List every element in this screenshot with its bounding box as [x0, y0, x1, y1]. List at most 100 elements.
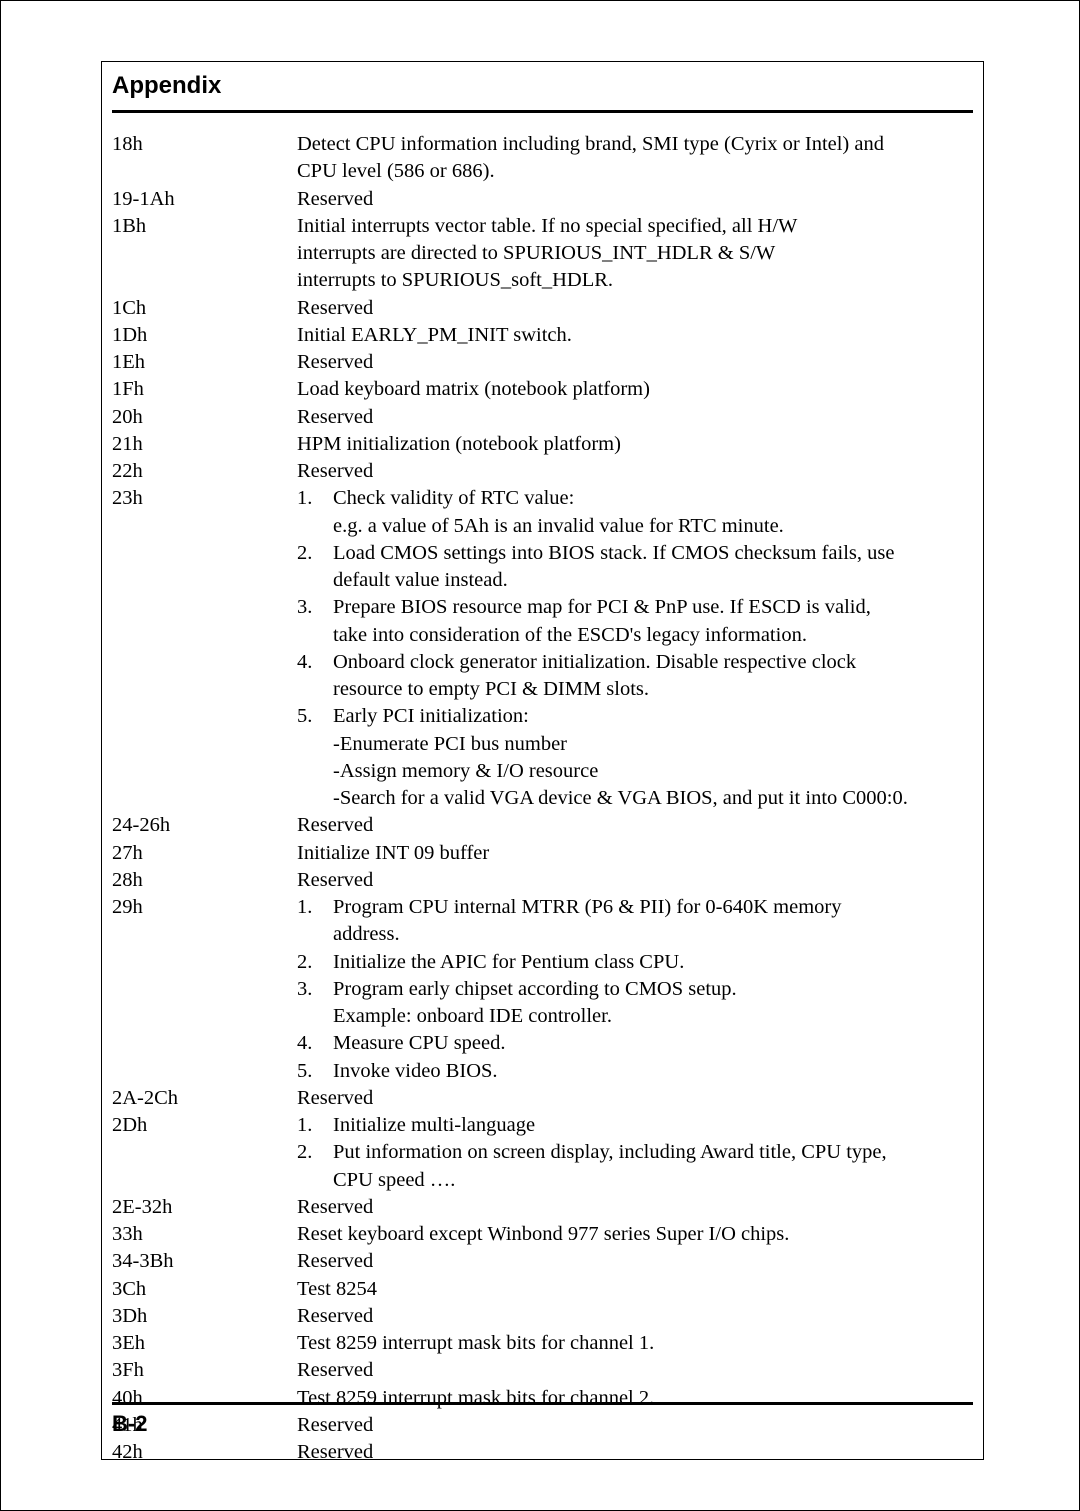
code-cell: 19-1Ah [112, 186, 297, 213]
desc-cell: 3.Program early chipset according to CMO… [297, 976, 958, 1003]
table-row: 1FhLoad keyboard matrix (notebook platfo… [112, 376, 958, 403]
header-rule [112, 110, 973, 113]
code-cell: 1Ch [112, 295, 297, 322]
item-number: 3. [297, 594, 333, 621]
page-title: Appendix [102, 72, 983, 110]
numbered-item: 3.Prepare BIOS resource map for PCI & Pn… [297, 594, 958, 621]
item-text-continuation: -Assign memory & I/O resource [297, 758, 958, 785]
table-row: 2A-2ChReserved [112, 1085, 958, 1112]
table-row: 21hHPM initialization (notebook platform… [112, 431, 958, 458]
code-cell: 3Fh [112, 1357, 297, 1384]
item-text-continuation: resource to empty PCI & DIMM slots. [297, 676, 958, 703]
item-text-continuation: CPU speed …. [297, 1167, 958, 1194]
table-row: default value instead. [112, 567, 958, 594]
desc-cell: Initialize INT 09 buffer [297, 840, 958, 867]
table-row: 27hInitialize INT 09 buffer [112, 840, 958, 867]
table-row: 18hDetect CPU information including bran… [112, 131, 958, 158]
code-cell: 1Fh [112, 376, 297, 403]
item-text-continuation: -Search for a valid VGA device & VGA BIO… [297, 785, 958, 812]
numbered-item: 2.Load CMOS settings into BIOS stack. If… [297, 540, 958, 567]
table-row: 5.Invoke video BIOS. [112, 1058, 958, 1085]
code-cell: 28h [112, 867, 297, 894]
desc-cell: Reserved [297, 295, 958, 322]
table-row: CPU speed …. [112, 1167, 958, 1194]
item-number: 2. [297, 540, 333, 567]
table-row: 1ChReserved [112, 295, 958, 322]
table-row: -Assign memory & I/O resource [112, 758, 958, 785]
table-row: 4.Measure CPU speed. [112, 1030, 958, 1057]
item-text: Prepare BIOS resource map for PCI & PnP … [333, 594, 958, 621]
item-text: Invoke video BIOS. [333, 1058, 958, 1085]
table-row: -Enumerate PCI bus number [112, 731, 958, 758]
item-number: 4. [297, 649, 333, 676]
desc-cell: 1.Check validity of RTC value: [297, 485, 958, 512]
desc-cell: 1.Initialize multi-language [297, 1112, 958, 1139]
table-row: 3EhTest 8259 interrupt mask bits for cha… [112, 1330, 958, 1357]
desc-cell: Reserved [297, 1085, 958, 1112]
table-row: 3.Prepare BIOS resource map for PCI & Pn… [112, 594, 958, 621]
desc-cell: Reserved [297, 349, 958, 376]
desc-cell: Initial interrupts vector table. If no s… [297, 213, 958, 240]
table-row: 20hReserved [112, 404, 958, 431]
item-text: Program early chipset according to CMOS … [333, 976, 958, 1003]
code-cell: 18h [112, 131, 297, 158]
desc-cell: Reserved [297, 1357, 958, 1384]
desc-cell: Test 8254 [297, 1276, 958, 1303]
table-row: 3DhReserved [112, 1303, 958, 1330]
item-number: 5. [297, 1058, 333, 1085]
numbered-item: 3.Program early chipset according to CMO… [297, 976, 958, 1003]
desc-cell: 4.Measure CPU speed. [297, 1030, 958, 1057]
item-text: Early PCI initialization: [333, 703, 958, 730]
table-row: 2.Initialize the APIC for Pentium class … [112, 949, 958, 976]
code-cell: 29h [112, 894, 297, 921]
numbered-item: 2.Put information on screen display, inc… [297, 1139, 958, 1166]
item-text-continuation: -Enumerate PCI bus number [297, 731, 958, 758]
desc-cell: Reserved [297, 458, 958, 485]
desc-cell: default value instead. [297, 567, 958, 594]
table-row: 24-26hReserved [112, 812, 958, 839]
desc-cell: Reserved [297, 1248, 958, 1275]
item-text-continuation: address. [297, 921, 958, 948]
desc-cell: HPM initialization (notebook platform) [297, 431, 958, 458]
item-text: Put information on screen display, inclu… [333, 1139, 958, 1166]
item-text-continuation: e.g. a value of 5Ah is an invalid value … [297, 513, 958, 540]
table-row: 33hReset keyboard except Winbond 977 ser… [112, 1221, 958, 1248]
desc-cell: 5.Invoke video BIOS. [297, 1058, 958, 1085]
table-row: CPU level (586 or 686). [112, 158, 958, 185]
table-row: 3ChTest 8254 [112, 1276, 958, 1303]
item-text: Measure CPU speed. [333, 1030, 958, 1057]
table-row: e.g. a value of 5Ah is an invalid value … [112, 513, 958, 540]
desc-cell: 2.Load CMOS settings into BIOS stack. If… [297, 540, 958, 567]
numbered-item: 1.Program CPU internal MTRR (P6 & PII) f… [297, 894, 958, 921]
table-row: 1EhReserved [112, 349, 958, 376]
desc-cell: Reserved [297, 812, 958, 839]
table-row: 3FhReserved [112, 1357, 958, 1384]
code-cell: 3Ch [112, 1276, 297, 1303]
desc-cell: -Search for a valid VGA device & VGA BIO… [297, 785, 958, 812]
code-cell: 27h [112, 840, 297, 867]
item-text: Check validity of RTC value: [333, 485, 958, 512]
desc-cell: 2.Initialize the APIC for Pentium class … [297, 949, 958, 976]
desc-cell: interrupts are directed to SPURIOUS_INT_… [297, 240, 958, 267]
desc-cell: interrupts to SPURIOUS_soft_HDLR. [297, 267, 958, 294]
numbered-item: 4.Onboard clock generator initialization… [297, 649, 958, 676]
table-row: 2.Load CMOS settings into BIOS stack. If… [112, 540, 958, 567]
numbered-item: 5.Invoke video BIOS. [297, 1058, 958, 1085]
item-number: 1. [297, 894, 333, 921]
code-cell: 2A-2Ch [112, 1085, 297, 1112]
code-cell: 2Dh [112, 1112, 297, 1139]
desc-cell: Initial EARLY_PM_INIT switch. [297, 322, 958, 349]
desc-cell: Reserved [297, 1439, 958, 1466]
item-text: Program CPU internal MTRR (P6 & PII) for… [333, 894, 958, 921]
code-cell: 21h [112, 431, 297, 458]
table-row: 4.Onboard clock generator initialization… [112, 649, 958, 676]
table-row: interrupts to SPURIOUS_soft_HDLR. [112, 267, 958, 294]
desc-cell: address. [297, 921, 958, 948]
numbered-item: 4.Measure CPU speed. [297, 1030, 958, 1057]
table-row: 2E-32hReserved [112, 1194, 958, 1221]
desc-cell: Detect CPU information including brand, … [297, 131, 958, 158]
item-number: 1. [297, 485, 333, 512]
numbered-item: 2.Initialize the APIC for Pentium class … [297, 949, 958, 976]
code-cell: 1Dh [112, 322, 297, 349]
item-text: Initialize the APIC for Pentium class CP… [333, 949, 958, 976]
